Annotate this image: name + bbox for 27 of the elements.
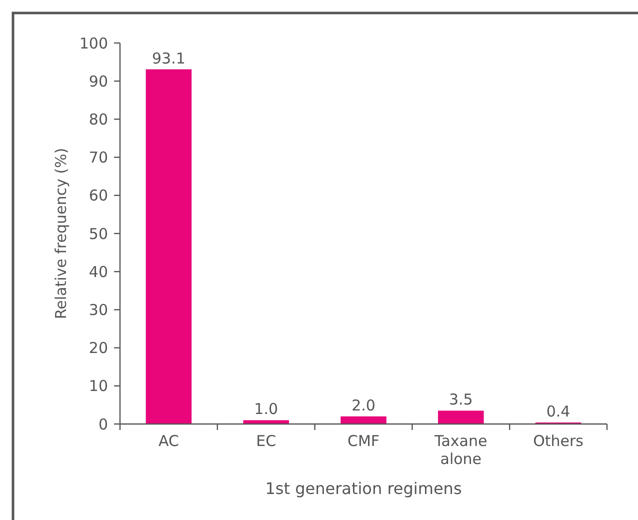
bar [340,416,386,424]
x-axis-title: 1st generation regimens [265,479,462,498]
y-tick-label: 100 [79,34,108,52]
bar [438,410,484,424]
x-tick-label: CMF [347,432,380,450]
x-tick-label: Taxane alone [434,432,488,468]
data-label: 1.0 [254,400,278,418]
y-tick-label: 90 [88,72,108,90]
data-label: 2.0 [352,396,376,414]
y-tick-label: 30 [88,300,108,319]
data-label: 3.5 [448,390,473,409]
data-label: 93.1 [152,49,186,68]
y-tick-label: 50 [88,224,108,243]
y-tick-label: 10 [88,377,108,396]
y-axis-title: Relative frequency (%) [52,148,70,320]
data-label: 0.4 [546,402,570,420]
y-tick-label: 40 [88,262,108,281]
bar [243,420,289,424]
x-tick-label: AC [158,432,179,450]
y-tick-label: 70 [88,148,108,167]
y-tick-label: 60 [88,186,108,205]
x-tick-label: Others [533,432,584,450]
y-tick-label: 20 [88,339,108,358]
y-tick-label: 0 [98,415,108,434]
bar [146,69,192,424]
y-tick-label: 80 [88,110,108,128]
x-tick-label: EC [256,432,276,450]
